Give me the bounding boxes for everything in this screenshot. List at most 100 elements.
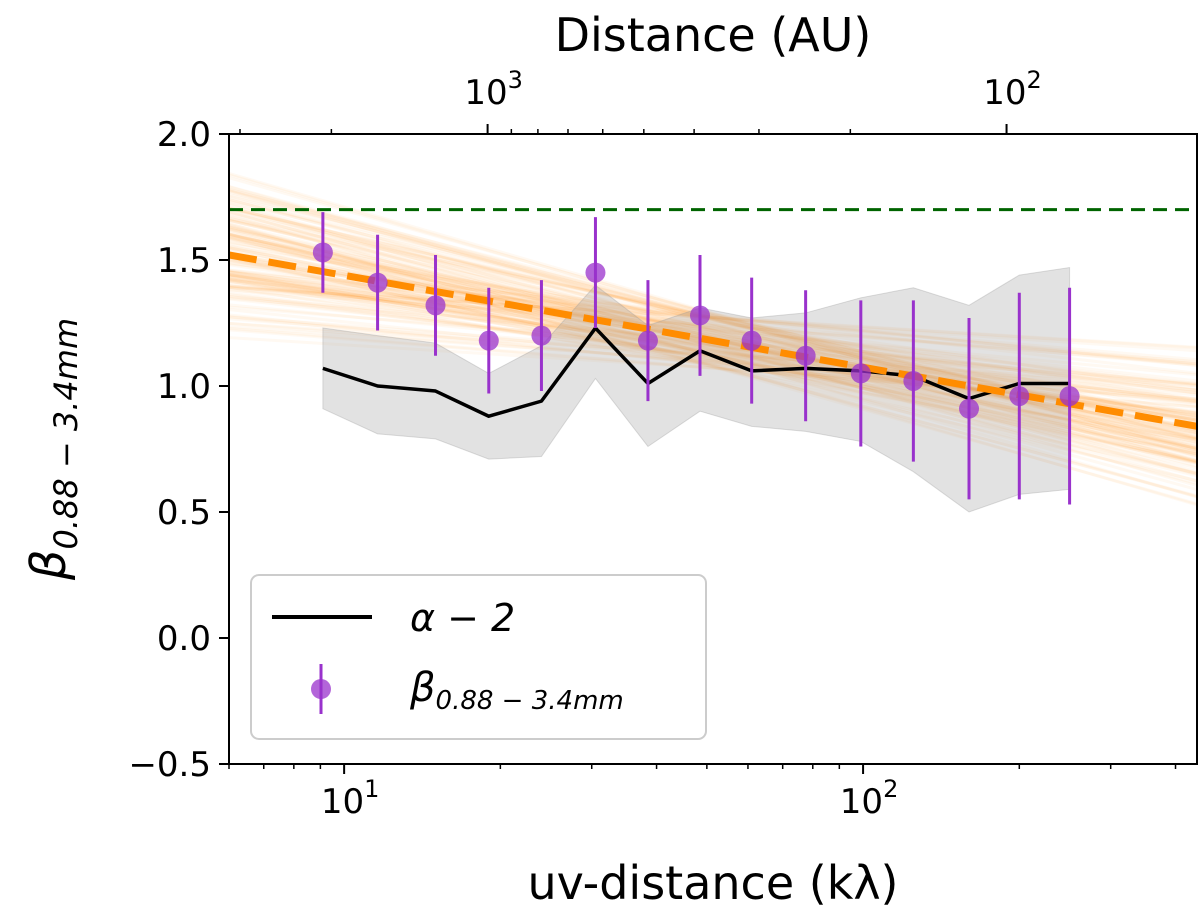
posterior-line <box>229 207 1197 433</box>
y-tick-label: 1.0 <box>157 367 211 407</box>
data-point <box>689 305 710 326</box>
posterior-line <box>229 198 1197 434</box>
legend-marker-swatch <box>311 679 331 699</box>
top-x-tick-label-base: 10 <box>983 73 1026 113</box>
posterior-line <box>229 197 1197 464</box>
posterior-line <box>229 228 1197 462</box>
posterior-line <box>229 284 1197 377</box>
posterior-line <box>229 272 1197 417</box>
posterior-line <box>229 236 1197 470</box>
y-tick-label: −0.5 <box>128 745 211 785</box>
posterior-line <box>229 263 1197 405</box>
posterior-line <box>229 257 1197 465</box>
posterior-line <box>229 277 1197 441</box>
top-x-tick-label-exp: 2 <box>1027 66 1042 94</box>
posterior-line <box>229 189 1197 458</box>
posterior-line <box>229 187 1197 449</box>
posterior-line <box>229 326 1197 409</box>
legend-label-alpha: α − 2 <box>410 596 515 640</box>
posterior-line <box>229 273 1197 450</box>
x-tick-labels: 101 102 <box>321 775 898 822</box>
posterior-line <box>229 202 1197 488</box>
posterior-line <box>229 227 1197 439</box>
posterior-line <box>229 285 1197 366</box>
y-tick-label: 2.0 <box>157 115 211 155</box>
top-x-tick-label-exp: 3 <box>508 66 523 94</box>
y-axis-title-sub: 0.88 − 3.4mm <box>47 318 85 550</box>
posterior-line <box>229 173 1197 458</box>
data-point <box>478 330 499 351</box>
top-x-tick-label: 102 <box>983 66 1042 113</box>
posterior-line <box>229 276 1197 385</box>
data-point <box>959 398 980 419</box>
posterior-line <box>229 233 1197 440</box>
data-point <box>531 325 552 346</box>
y-tick-label: 1.5 <box>157 241 211 281</box>
posterior-line <box>229 285 1197 441</box>
posterior-line <box>229 256 1197 475</box>
data-point <box>637 330 658 351</box>
data-point <box>795 345 816 366</box>
posterior-line <box>229 305 1197 386</box>
posterior-line <box>229 284 1197 353</box>
posterior-line <box>229 225 1197 441</box>
posterior-line <box>229 285 1197 350</box>
posterior-line <box>229 239 1197 450</box>
top-axis-title: Distance (AU) <box>555 8 872 62</box>
top-x-tick-label: 103 <box>464 66 523 113</box>
x-tick-label-base: 10 <box>840 782 883 822</box>
posterior-line <box>229 272 1197 432</box>
posterior-line <box>229 206 1197 432</box>
data-point <box>425 295 446 316</box>
posterior-line <box>229 236 1197 464</box>
fit-dashed-line <box>229 251 1197 430</box>
posterior-line <box>229 236 1197 426</box>
data-point <box>903 370 924 391</box>
posterior-line <box>229 273 1197 429</box>
posterior-line <box>229 336 1197 400</box>
posterior-line <box>229 189 1197 449</box>
posterior-line <box>229 232 1197 465</box>
data-point <box>367 272 388 293</box>
data-point <box>312 242 333 263</box>
posterior-line <box>229 222 1197 507</box>
data-point <box>1059 386 1080 407</box>
beta-data-points <box>312 212 1080 505</box>
posterior-line <box>229 259 1197 375</box>
legend: α − 2 β0.88 − 3.4mm <box>250 574 707 740</box>
x-tick-label: 102 <box>840 775 899 822</box>
posterior-line <box>229 218 1197 452</box>
posterior-line <box>229 279 1197 454</box>
posterior-line <box>229 216 1197 476</box>
posterior-line <box>229 278 1197 415</box>
y-tick-label: 0.0 <box>157 619 211 659</box>
posterior-line <box>229 251 1197 483</box>
posterior-line <box>229 184 1197 452</box>
posterior-line <box>229 268 1197 388</box>
posterior-line <box>229 272 1197 444</box>
posterior-line <box>229 328 1197 409</box>
posterior-line <box>229 258 1197 463</box>
data-point <box>585 262 606 283</box>
legend-label-beta-sub: 0.88 − 3.4mm <box>436 686 624 716</box>
y-tick-label: 0.5 <box>157 493 211 533</box>
posterior-line <box>229 285 1197 349</box>
posterior-line <box>229 231 1197 442</box>
legend-label-beta-main: β <box>409 665 436 711</box>
posterior-line <box>229 288 1197 364</box>
posterior-line <box>229 282 1197 392</box>
y-axis-title-main: β <box>21 550 77 582</box>
posterior-line <box>229 195 1197 465</box>
posterior-line <box>229 245 1197 392</box>
posterior-line <box>229 206 1197 431</box>
posterior-line <box>229 218 1197 422</box>
posterior-line <box>229 275 1197 417</box>
posterior-line <box>229 207 1197 445</box>
posterior-line <box>229 211 1197 423</box>
x-tick-label-exp: 2 <box>883 775 898 803</box>
posterior-line <box>229 185 1197 463</box>
x-axis-title: uv-distance (kλ) <box>527 856 898 910</box>
posterior-line <box>229 297 1197 405</box>
plot-frame <box>228 133 1198 765</box>
